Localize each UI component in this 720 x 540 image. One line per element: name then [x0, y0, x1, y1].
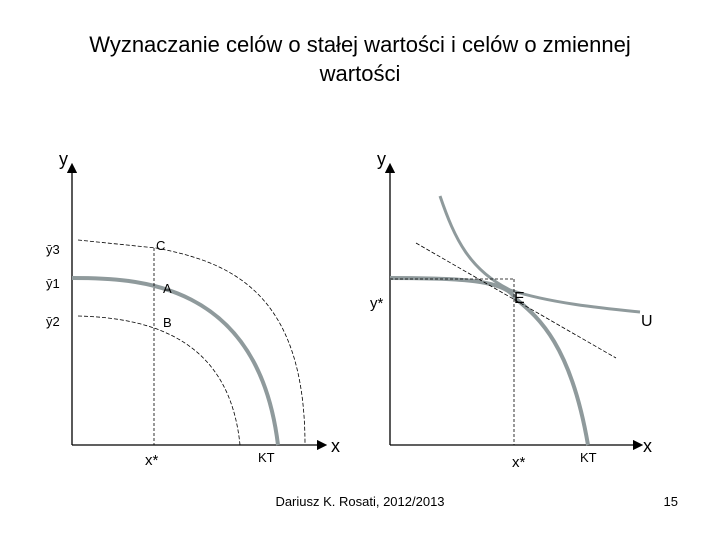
right-x-star-label: x* — [512, 454, 526, 471]
left-curve-label: KT — [258, 450, 275, 465]
left-outer-dashed-curve — [77, 239, 306, 446]
left-y-axis-label: y — [59, 149, 68, 169]
y-tick-3: ȳ3 — [46, 242, 60, 257]
point-label-b: B — [163, 315, 172, 330]
left-main-curve — [71, 276, 280, 446]
right-diagram: y x y* E U x* KT — [370, 149, 653, 471]
title-line-1: Wyznaczanie celów o stałej wartości i ce… — [89, 32, 631, 57]
y-tick-1: ȳ1 — [46, 276, 60, 291]
footer-author: Dariusz K. Rosati, 2012/2013 — [275, 494, 445, 509]
slide-title: Wyznaczanie celów o stałej wartości i ce… — [40, 30, 680, 88]
indifference-curve-u — [438, 195, 641, 314]
point-label-c: C — [156, 238, 165, 253]
right-curve-label: KT — [580, 450, 597, 465]
point-label-a: A — [163, 281, 172, 296]
left-diagram: y x ȳ3 ȳ1 ȳ2 C A B x* KT — [46, 149, 340, 469]
left-x-axis-label: x — [331, 436, 340, 456]
y-star-label: y* — [370, 295, 384, 312]
y-tick-2: ȳ2 — [46, 314, 60, 329]
left-inner-dashed-curve — [77, 315, 241, 446]
title-line-2: wartości — [319, 61, 401, 86]
page-number: 15 — [663, 494, 678, 509]
point-label-e: E — [514, 290, 525, 307]
right-y-axis-label: y — [377, 149, 386, 169]
left-x-star-label: x* — [145, 452, 159, 469]
right-x-axis-label: x — [643, 436, 652, 456]
tangent-line — [415, 242, 617, 359]
indifference-label-u: U — [641, 313, 653, 330]
